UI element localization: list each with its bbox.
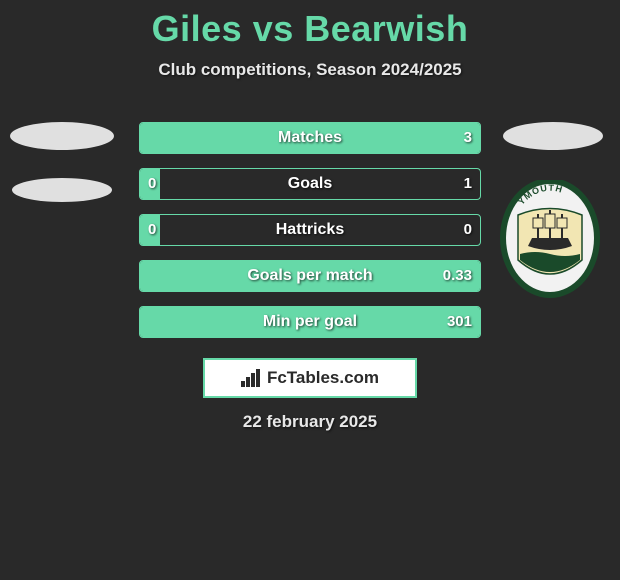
- stat-row: Min per goal301: [139, 306, 481, 338]
- stat-label: Goals: [140, 169, 480, 199]
- club-crest: YMOUTH: [500, 180, 600, 300]
- stat-label: Matches: [140, 123, 480, 153]
- stat-row: 0Hattricks0: [139, 214, 481, 246]
- stat-value-right: 0: [464, 215, 472, 245]
- stat-value-right: 301: [447, 307, 472, 337]
- chart-icon: [241, 369, 263, 387]
- subtitle: Club competitions, Season 2024/2025: [0, 60, 620, 80]
- stats-bars: Matches30Goals10Hattricks0Goals per matc…: [139, 122, 481, 352]
- fctables-logo: FcTables.com: [203, 358, 417, 398]
- silhouette-head: [503, 122, 603, 150]
- stat-label: Goals per match: [140, 261, 480, 291]
- stat-value-right: 3: [464, 123, 472, 153]
- stat-row: Goals per match0.33: [139, 260, 481, 292]
- page-title: Giles vs Bearwish: [0, 0, 620, 50]
- stat-value-right: 1: [464, 169, 472, 199]
- player-left-silhouette: [8, 122, 116, 202]
- silhouette-head: [10, 122, 114, 150]
- date-label: 22 february 2025: [0, 412, 620, 432]
- player-right-silhouette: [498, 122, 608, 150]
- stat-row: Matches3: [139, 122, 481, 154]
- stat-label: Min per goal: [140, 307, 480, 337]
- stat-label: Hattricks: [140, 215, 480, 245]
- silhouette-shoulders: [12, 178, 112, 202]
- stat-value-right: 0.33: [443, 261, 472, 291]
- logo-text: FcTables.com: [267, 368, 379, 388]
- stat-row: 0Goals1: [139, 168, 481, 200]
